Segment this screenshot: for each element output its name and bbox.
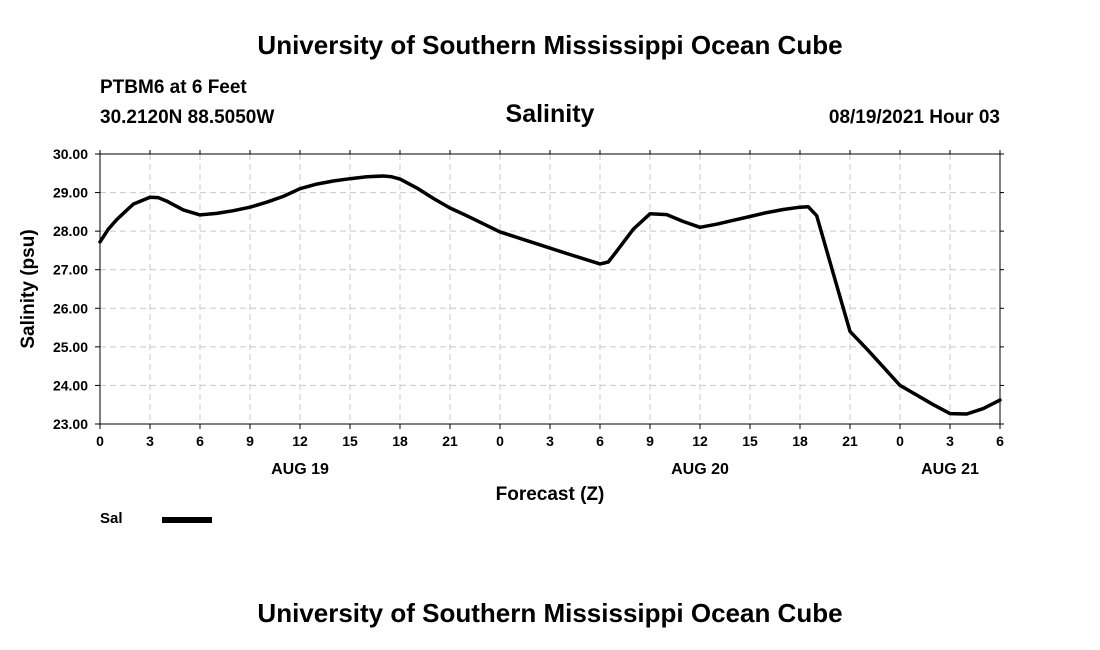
x-tick-label: 21 [842, 433, 858, 449]
x-tick-label: 21 [442, 433, 458, 449]
footer-title: University of Southern Mississippi Ocean… [257, 598, 843, 628]
series-layer [98, 174, 1002, 416]
chart-title: Salinity [505, 100, 595, 128]
x-tick-label: 3 [546, 433, 554, 449]
x-tick-label: 15 [342, 433, 358, 449]
y-tick-label: 23.00 [53, 416, 88, 432]
x-tick-label: 12 [292, 433, 308, 449]
x-tick-label: 6 [596, 433, 604, 449]
page-title: University of Southern Mississippi Ocean… [257, 30, 843, 60]
y-tick-label: 24.00 [53, 377, 88, 393]
x-tick-label: 9 [246, 433, 254, 449]
axes [95, 150, 1004, 429]
datetime-label: 08/19/2021 Hour 03 [828, 107, 1000, 128]
legend-label: Sal [100, 510, 123, 527]
coordinates-label: 30.2120N 88.5050W [100, 107, 275, 128]
x-axis-label: Forecast (Z) [496, 484, 605, 505]
x-tick-label: 18 [792, 433, 808, 449]
x-tick-label: 15 [742, 433, 758, 449]
date-label: AUG 20 [671, 461, 729, 478]
x-tick-label: 3 [146, 433, 154, 449]
x-tick-label: 6 [996, 433, 1004, 449]
date-label: AUG 19 [271, 461, 329, 478]
grid [100, 154, 1000, 424]
x-tick-label: 12 [692, 433, 708, 449]
station-label: PTBM6 at 6 Feet [100, 77, 247, 98]
x-tick-label: 0 [896, 433, 904, 449]
y-tick-label: 29.00 [53, 185, 88, 201]
x-tick-label: 9 [646, 433, 654, 449]
y-axis-label: Salinity (psu) [18, 229, 39, 348]
x-tick-label: 0 [496, 433, 504, 449]
x-tick-label: 6 [196, 433, 204, 449]
x-tick-label: 0 [96, 433, 104, 449]
legend-swatch [162, 517, 212, 523]
y-tick-label: 25.00 [53, 339, 88, 355]
x-tick-label: 3 [946, 433, 954, 449]
x-tick-label: 18 [392, 433, 408, 449]
y-tick-label: 28.00 [53, 223, 88, 239]
series-line-sal [98, 174, 1002, 416]
y-tick-label: 26.00 [53, 300, 88, 316]
tick-labels: 0 3 6 9 12 15 18 21 0 3 6 9 12 15 18 21 0 3 6 23.00 24.00 25.… [53, 146, 1004, 478]
date-label: AUG 21 [921, 461, 979, 478]
y-tick-label: 30.00 [53, 146, 88, 162]
y-tick-label: 27.00 [53, 262, 88, 278]
